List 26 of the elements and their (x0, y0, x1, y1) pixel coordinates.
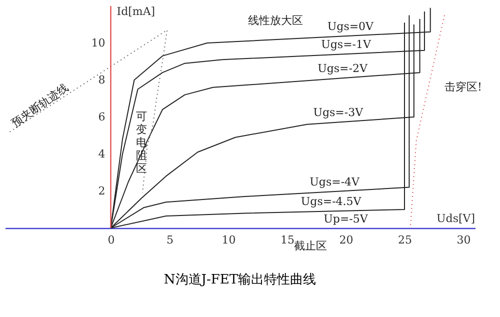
x-axis-title: Uds[V] (436, 212, 475, 225)
y-tick-label: 2 (98, 184, 106, 198)
series-label: Ugs=-1V (321, 38, 372, 51)
series-label: Ugs=-2V (318, 62, 368, 76)
annotation: 预夹断轨迹线 (9, 81, 71, 130)
y-tick-label: 6 (98, 110, 106, 124)
series-label: Ugs=-4V (310, 175, 361, 188)
x-tick-label: 0 (108, 234, 115, 246)
y-tick-label: 10 (91, 36, 106, 50)
x-tick-label: 10 (222, 234, 236, 246)
text: 截止区 (294, 240, 327, 252)
series-label: Ugs=-4.5V (300, 195, 362, 208)
y-tick-label: 4 (98, 148, 106, 160)
x-tick-label: 20 (339, 234, 354, 246)
y-axis-title: Id[mA] (116, 5, 156, 18)
annotation: 线性放大区 (248, 14, 303, 27)
x-tick-label: 30 (456, 234, 471, 246)
x-tick-label: 5 (166, 234, 174, 246)
x-tick-label: 25 (398, 234, 412, 246)
annotation: 击穿区! (444, 80, 482, 94)
annotation: Up=-5V (324, 212, 369, 226)
y-tick-label: 8 (98, 74, 106, 86)
series-label: Ugs=-3V (313, 106, 364, 120)
x-tick-label: 15 (280, 234, 294, 246)
text: N沟道J-FET输出特性曲线 (164, 272, 316, 288)
series-label: Ugs=0V (327, 20, 375, 33)
